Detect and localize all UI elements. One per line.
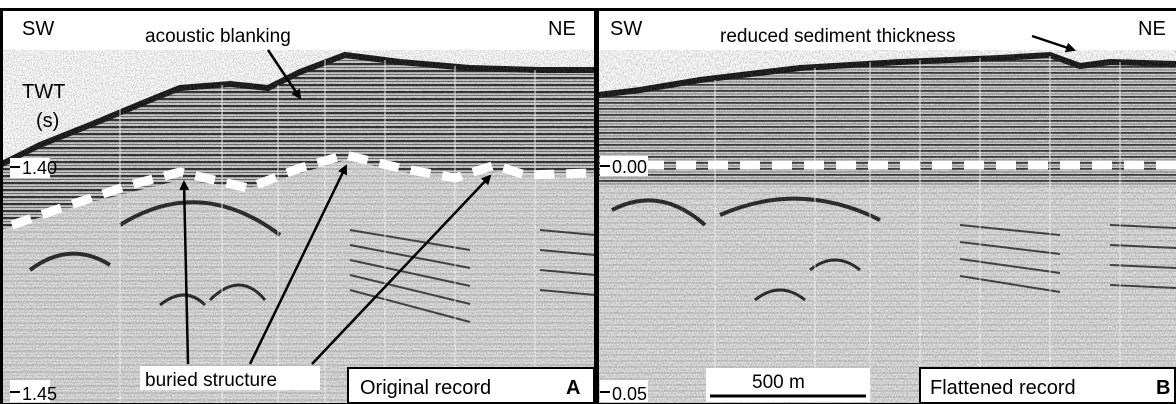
panel-a-dashed-horizon xyxy=(10,150,591,230)
panel-a-caption-box xyxy=(347,367,595,404)
panel-a-frame xyxy=(0,8,597,404)
panel-b-caption-box xyxy=(919,367,1176,404)
panel-a-annotation-buried: buried structure xyxy=(145,370,277,391)
panel-a-letter: A xyxy=(566,377,580,399)
panel-a-annotation-blanking: acoustic blanking xyxy=(145,26,291,47)
panel-a-blanking-arrow xyxy=(266,49,302,100)
panel-a-water-column xyxy=(0,8,595,165)
panel-a-sw-label: SW xyxy=(22,18,54,40)
panel-b-ne-label: NE xyxy=(1138,18,1166,40)
panel-a-axis-label-line1: TWT xyxy=(22,81,65,103)
panel-b-sw-label: SW xyxy=(610,18,642,40)
panel-b-reduced-arrow xyxy=(1031,34,1076,53)
panel-a-ne-label: NE xyxy=(548,18,576,40)
panel-a-buried-arrow-1 xyxy=(179,180,190,365)
panel-b-scale-bar-label: 500 m xyxy=(752,372,805,393)
panel-b-grain xyxy=(598,50,1176,404)
panel-a-buried-arrow-2 xyxy=(248,164,348,365)
panel-a xyxy=(0,8,595,404)
panel-a-tick-bottom: 1.45 xyxy=(22,384,57,404)
panel-a-buried-arrow-3 xyxy=(311,174,492,365)
panel-b-annotation-reduced: reduced sediment thickness xyxy=(720,26,956,47)
panel-a-tick-top: 1.40 xyxy=(22,158,57,178)
panel-b-caption: Flattened record xyxy=(930,377,1076,399)
panel-a-tick-top-bg xyxy=(10,158,50,178)
panel-b-tick-top: 0.00 xyxy=(612,157,647,177)
panel-a-axis-label-line2: (s) xyxy=(36,110,59,132)
panel-b-tick-bottom-bg xyxy=(600,380,648,402)
panel-b-letter: B xyxy=(1156,377,1170,399)
panel-b-tick-bottom: 0.05 xyxy=(612,384,647,404)
panel-b xyxy=(598,8,1176,404)
panel-b-frame xyxy=(596,8,1176,404)
panel-a-tick-bottom-bg xyxy=(10,380,50,402)
panel-a-buried-bg xyxy=(140,366,320,390)
panel-a-grain xyxy=(0,50,595,404)
panel-b-tick-top-bg xyxy=(600,156,648,176)
panel-a-caption: Original record xyxy=(360,377,491,399)
